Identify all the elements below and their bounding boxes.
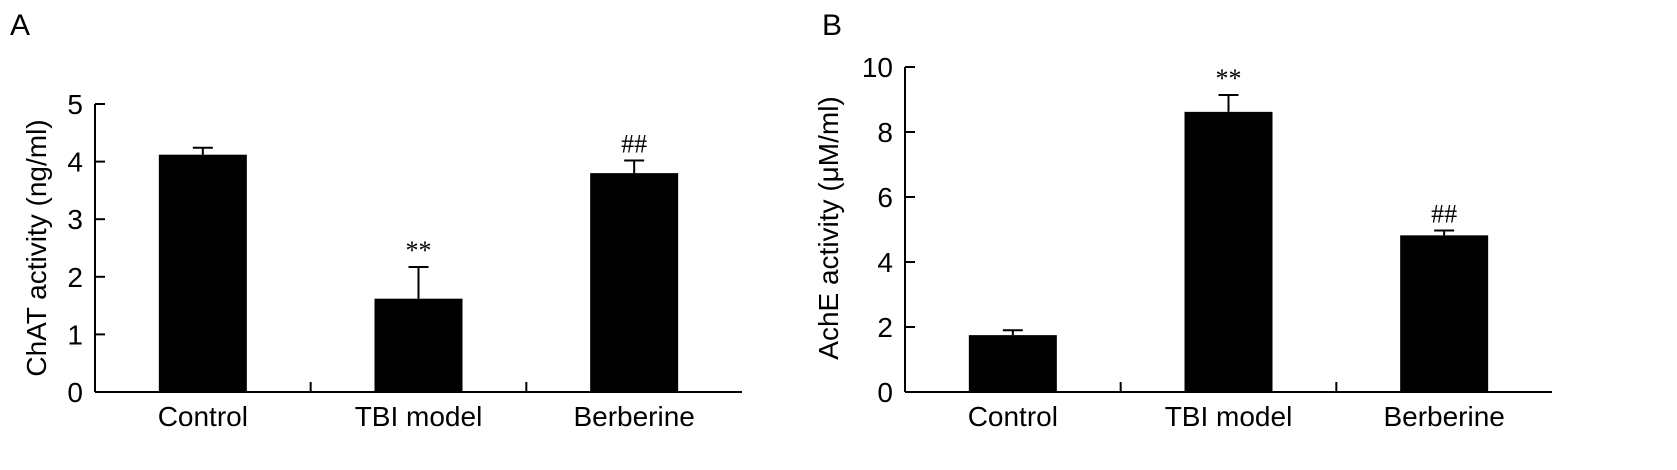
y-axis-title-a: ChAT activity (ng/ml) [21,119,52,376]
significance-label-a: ** [406,236,432,265]
bar-b [1400,235,1489,392]
y-tick-label-b: 4 [877,247,893,278]
y-tick-label-b: 0 [877,377,893,408]
significance-label-a: ## [621,129,647,158]
y-tick-label-a: 3 [67,204,83,235]
bar-a [374,298,463,392]
category-label-a: Berberine [573,401,694,432]
bar-a [158,154,247,392]
category-label-a: TBI model [355,401,483,432]
bar-b [1184,111,1273,392]
panel-label-b: B [822,9,842,42]
y-tick-label-b: 6 [877,182,893,213]
y-tick-label-a: 0 [67,377,83,408]
y-tick-label-a: 4 [67,147,83,178]
panel-label-a: A [10,9,30,42]
plot-area-b: 0 2 4 6 8 10 Control ** TBI model ## Berberine [862,52,1552,432]
y-tick-label-a: 2 [67,262,83,293]
panel-b: B AchE activity (μM/ml) 0 2 4 6 8 10 Control **… [813,9,1552,432]
y-axis-title-b: AchE activity (μM/ml) [813,96,844,359]
significance-label-b: ** [1216,64,1242,93]
plot-area-a: 0 1 2 3 4 5 Control ** TBI model ## Berberine [67,89,742,432]
y-tick-label-a: 5 [67,89,83,120]
category-label-a: Control [158,401,248,432]
category-label-b: Control [968,401,1058,432]
y-tick-label-b: 10 [862,52,893,83]
y-tick-label-a: 1 [67,319,83,350]
bar-b [968,335,1057,392]
bar-a [590,173,679,392]
category-label-b: TBI model [1165,401,1293,432]
category-label-b: Berberine [1383,401,1504,432]
significance-label-b: ## [1431,199,1457,228]
y-tick-label-b: 2 [877,312,893,343]
panel-a: A ChAT activity (ng/ml) 0 1 2 3 4 5 Control ** T… [10,9,742,432]
y-tick-label-b: 8 [877,117,893,148]
